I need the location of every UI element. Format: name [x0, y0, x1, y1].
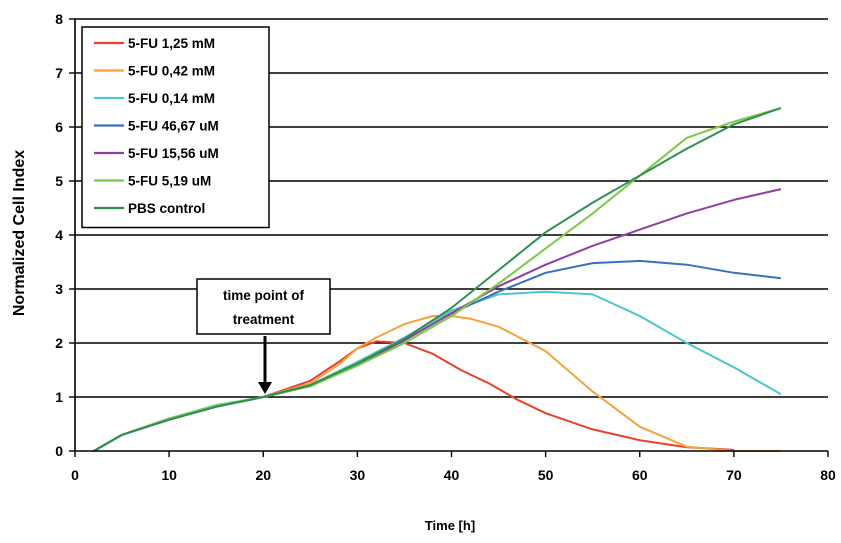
- series-line-0: [93, 340, 734, 452]
- y-tick-label: 5: [55, 173, 63, 189]
- y-tick-label: 8: [55, 11, 63, 27]
- annotation-arrowhead: [258, 382, 272, 394]
- x-tick-label: 10: [161, 467, 177, 483]
- y-tick-label: 2: [55, 335, 63, 351]
- x-tick-label: 0: [71, 467, 79, 483]
- x-axis-title: Time [h]: [425, 518, 475, 533]
- legend-box: [81, 26, 270, 229]
- series-layer: [93, 107, 782, 452]
- legend-label: 5-FU 15,56 uM: [128, 146, 219, 161]
- legend-label: 5-FU 46,67 uM: [128, 119, 219, 134]
- annotation-line-1: time point of: [223, 288, 304, 303]
- x-tick-label: 20: [255, 467, 271, 483]
- y-axis-title: Normalized Cell Index: [11, 150, 28, 316]
- y-tick-label: 4: [55, 227, 63, 243]
- series-line-5: [93, 107, 782, 452]
- y-tick-label: 3: [55, 281, 63, 297]
- legend-label: 5-FU 0,42 mM: [128, 64, 215, 79]
- legend-label: 5-FU 5,19 uM: [128, 174, 211, 189]
- annotation-line-2: treatment: [233, 312, 295, 327]
- x-tick-label: 50: [538, 467, 554, 483]
- x-tick-label: 40: [444, 467, 460, 483]
- y-tick-label: 1: [55, 389, 63, 405]
- legend-label: PBS control: [128, 201, 205, 216]
- legend-label: 5-FU 1,25 mM: [128, 36, 215, 51]
- treatment-annotation: time point of treatment: [196, 278, 331, 394]
- y-tick-label: 0: [55, 443, 63, 459]
- x-tick-label: 70: [726, 467, 742, 483]
- x-tick-label: 80: [820, 467, 836, 483]
- series-line-1: [93, 315, 781, 452]
- axis-layer: [69, 18, 829, 457]
- y-tick-label: 7: [55, 65, 63, 81]
- annotation-box: [196, 278, 331, 335]
- y-tick-label: 6: [55, 119, 63, 135]
- legend: 5-FU 1,25 mM 5-FU 0,42 mM 5-FU 0,14 mM 5-FU…: [81, 26, 270, 229]
- series-line-6: [93, 107, 782, 452]
- x-tick-label: 30: [350, 467, 366, 483]
- x-tick-label: 60: [632, 467, 648, 483]
- legend-label: 5-FU 0,14 mM: [128, 91, 215, 106]
